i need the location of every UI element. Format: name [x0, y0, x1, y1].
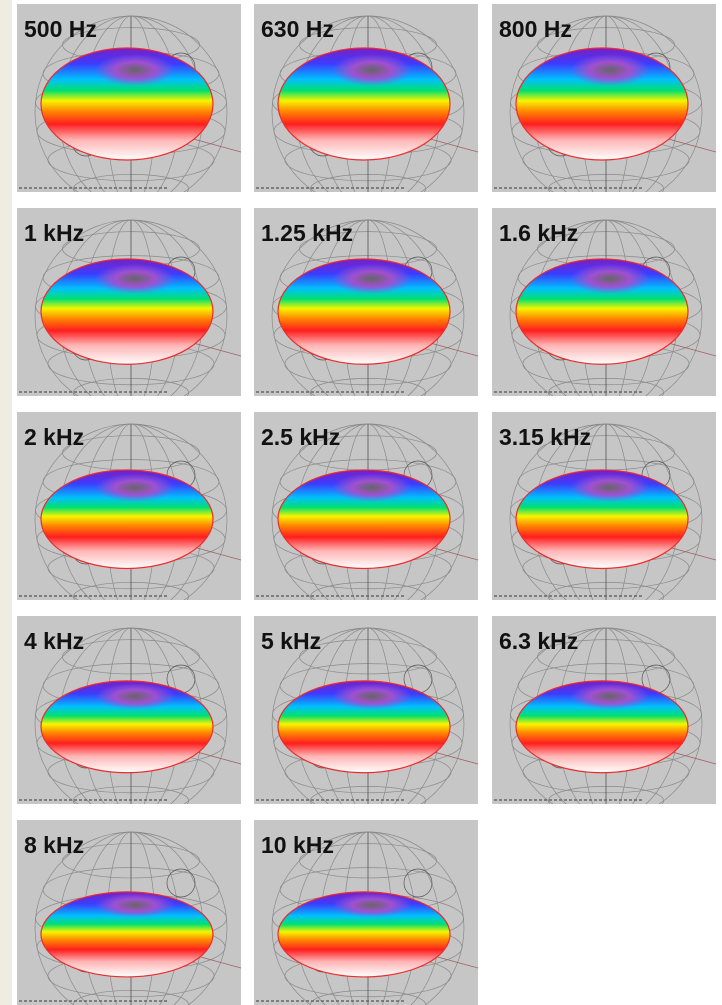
balloon-top	[95, 683, 175, 710]
tile: 4 kHz	[17, 616, 241, 804]
balloon	[40, 891, 214, 978]
tile-label: 2 kHz	[24, 424, 84, 450]
tile-label: 630 Hz	[261, 16, 334, 42]
balloon-top	[332, 54, 412, 86]
balloon	[40, 680, 214, 774]
tile-label: 2.5 kHz	[261, 424, 340, 450]
balloon	[277, 891, 451, 978]
tile-label: 1 kHz	[24, 220, 84, 246]
balloon-top	[570, 54, 650, 86]
tile: 800 Hz	[492, 4, 716, 192]
balloon-top	[570, 473, 650, 502]
tile-label: 500 Hz	[24, 16, 97, 42]
tile: 3.15 kHz	[492, 412, 716, 600]
balloon-top	[95, 263, 175, 294]
tile-label: 8 kHz	[24, 832, 84, 858]
tile: 1.6 kHz	[492, 208, 716, 396]
tile: 8 kHz	[17, 820, 241, 1005]
tile: 1.25 kHz	[254, 208, 478, 396]
tile-label: 4 kHz	[24, 628, 84, 654]
balloon-top	[332, 473, 412, 502]
balloon	[40, 469, 214, 570]
side-strip	[0, 0, 12, 1005]
balloon	[515, 680, 689, 774]
tile: 10 kHz	[254, 820, 478, 1005]
pole	[166, 868, 196, 898]
balloon-top	[332, 893, 412, 918]
tile: 500 Hz	[17, 4, 241, 192]
tile-label: 1.6 kHz	[499, 220, 578, 246]
pole	[403, 868, 433, 898]
tile: 6.3 kHz	[492, 616, 716, 804]
tile-label: 3.15 kHz	[499, 424, 591, 450]
balloon	[515, 469, 689, 570]
tile-label: 5 kHz	[261, 628, 321, 654]
balloon-top	[95, 893, 175, 918]
tile: 5 kHz	[254, 616, 478, 804]
balloon-top	[95, 473, 175, 502]
balloon-top	[570, 683, 650, 710]
tile: 630 Hz	[254, 4, 478, 192]
tile-label: 1.25 kHz	[261, 220, 353, 246]
balloon-top	[570, 263, 650, 294]
balloon-top	[95, 54, 175, 86]
tile-label: 800 Hz	[499, 16, 572, 42]
balloon-top	[332, 263, 412, 294]
balloon-top	[332, 683, 412, 710]
tile: 1 kHz	[17, 208, 241, 396]
tile-label: 10 kHz	[261, 832, 334, 858]
tile: 2.5 kHz	[254, 412, 478, 600]
tile-label: 6.3 kHz	[499, 628, 578, 654]
balloon	[277, 469, 451, 570]
tile: 2 kHz	[17, 412, 241, 600]
balloon	[277, 680, 451, 774]
